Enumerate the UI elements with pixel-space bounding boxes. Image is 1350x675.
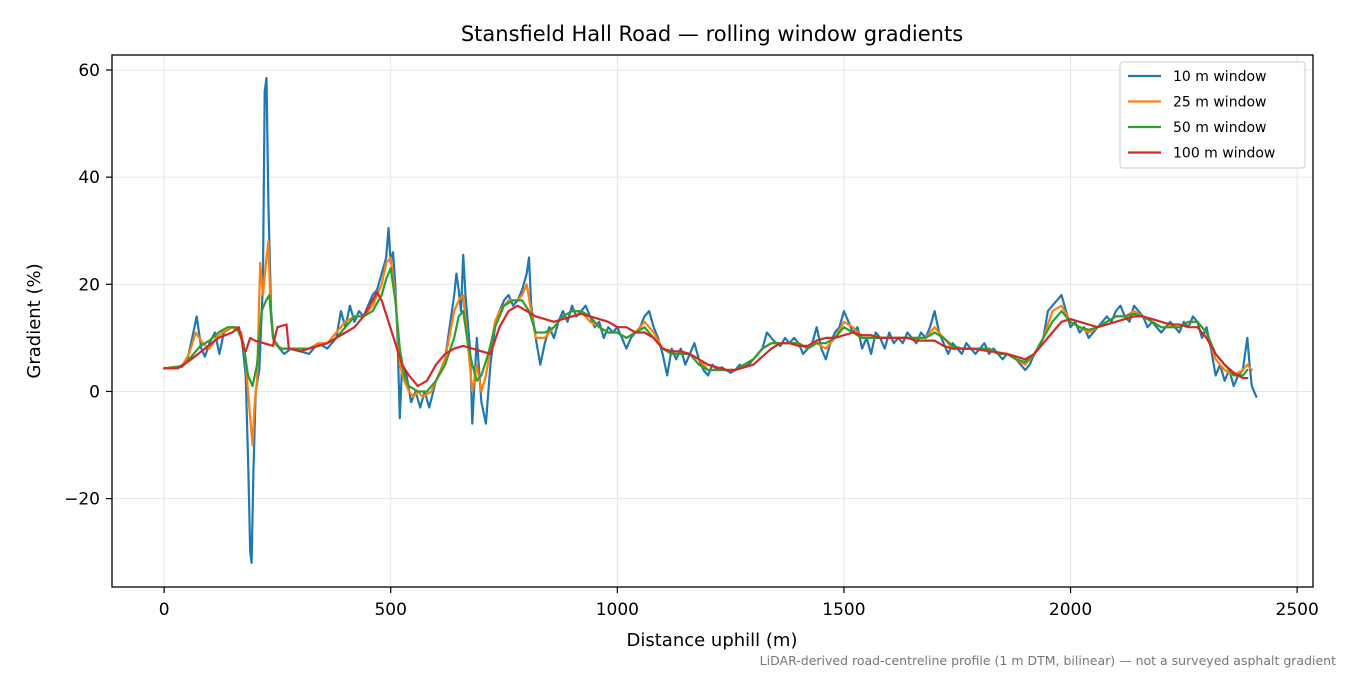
y-axis-label: Gradient (%): [24, 263, 45, 378]
series-layer: [163, 76, 1258, 564]
legend: 10 m window 25 m window 50 m window 100 m w…: [1119, 61, 1306, 169]
footnote: LiDAR-derived road-centreline profile (1…: [760, 653, 1336, 668]
x-tick-label: 2000: [1049, 600, 1092, 620]
x-tick-label: 500: [374, 600, 406, 620]
x-axis-ticks: 0 500 1000 1500 2000 2500: [159, 587, 1319, 620]
y-tick-label: 20: [78, 275, 100, 295]
legend-label: 25 m window: [1173, 95, 1266, 111]
y-tick-label: 0: [89, 382, 100, 402]
chart-title: Stansfield Hall Road — rolling window gr…: [461, 22, 963, 46]
x-tick-label: 0: [159, 600, 170, 620]
x-axis-label: Distance uphill (m): [627, 630, 798, 651]
x-tick-label: 2500: [1276, 600, 1319, 620]
y-tick-label: 60: [78, 61, 100, 81]
x-tick-label: 1000: [596, 600, 639, 620]
legend-label: 50 m window: [1173, 120, 1266, 136]
y-axis-ticks: −20 0 20 40 60: [64, 61, 112, 510]
y-tick-label: −20: [64, 490, 100, 510]
plot-frame: [111, 54, 1314, 588]
y-tick-label: 40: [78, 168, 100, 188]
legend-label: 100 m window: [1173, 146, 1275, 162]
series-line-10-m-window: [163, 76, 1258, 564]
legend-label: 10 m window: [1173, 69, 1266, 85]
legend-box: [1119, 61, 1306, 169]
x-tick-label: 1500: [822, 600, 865, 620]
series-line-100-m-window: [163, 291, 1249, 388]
